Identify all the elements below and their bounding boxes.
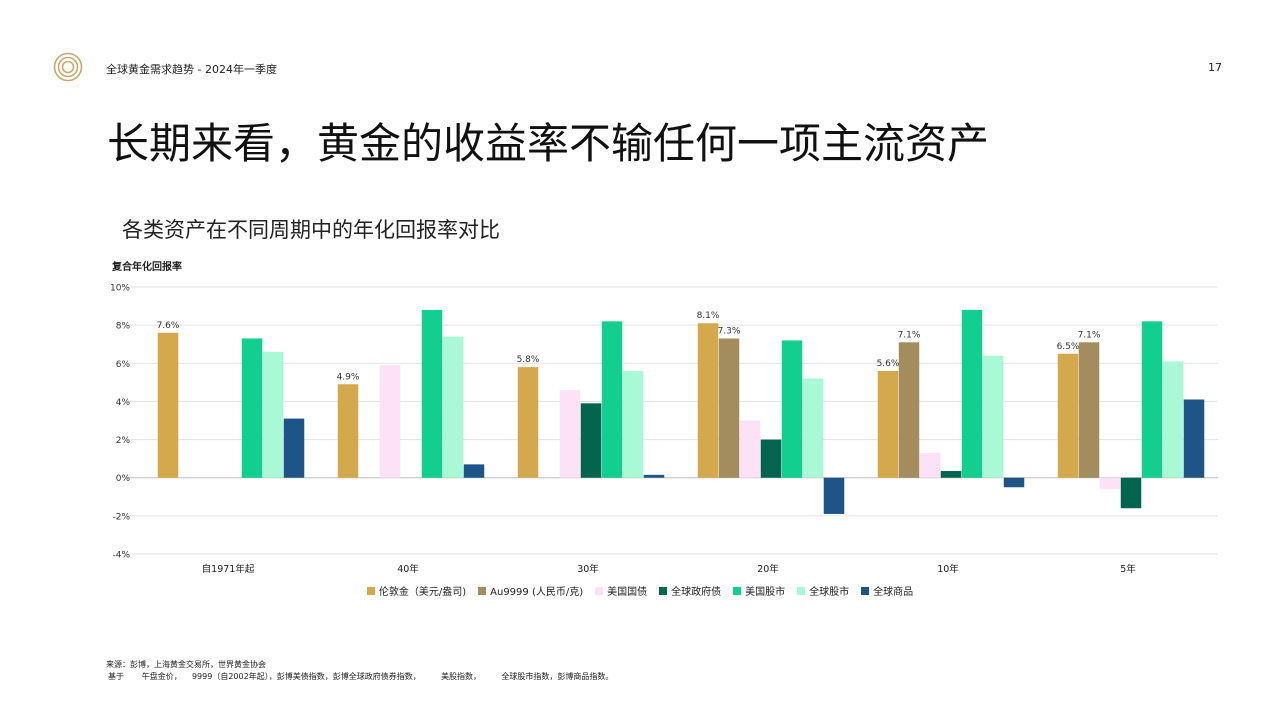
world-gold-council-logo-icon bbox=[53, 52, 83, 82]
bar bbox=[919, 452, 941, 478]
data-label: 5.8% bbox=[517, 355, 540, 365]
bar bbox=[781, 340, 803, 478]
bar bbox=[697, 323, 719, 478]
bar bbox=[157, 332, 179, 478]
bar bbox=[1078, 342, 1100, 478]
legend-label: 全球政府债 bbox=[671, 587, 722, 598]
source-footnote: 来源：彭博，上海黄金交易所，世界黄金协会 基于 午盘金价， 9999（自2002… bbox=[106, 659, 613, 683]
data-label: 7.1% bbox=[898, 330, 921, 340]
bar bbox=[601, 321, 623, 478]
bar bbox=[877, 370, 899, 478]
legend-item: 美国股市 bbox=[733, 583, 785, 598]
legend-swatch bbox=[595, 586, 604, 595]
legend-label: 美国国债 bbox=[607, 587, 648, 598]
bar bbox=[802, 378, 824, 478]
bar bbox=[982, 355, 1004, 478]
legend-item: 全球商品 bbox=[861, 583, 913, 598]
chart-legend: 伦敦金（美元/盎司) Au9999 (人民币/克) 美国国债 全球政府债 美国股市 全球股… bbox=[0, 583, 1280, 598]
bar bbox=[940, 471, 962, 478]
legend-label: 美国股市 bbox=[745, 587, 786, 598]
bar bbox=[580, 403, 602, 478]
bar bbox=[463, 464, 485, 478]
y-tick-label: -4% bbox=[112, 551, 130, 561]
data-label: 7.6% bbox=[157, 321, 180, 331]
bar-chart: 复合年化回报率 -4% -2% 0% 2% 4% 6% 8% 10% 7.6% 自1971年起 4.9… bbox=[110, 260, 1218, 575]
legend-swatch bbox=[366, 586, 375, 595]
legend-item: 全球股市 bbox=[797, 583, 849, 598]
x-tick-label: 10年 bbox=[937, 563, 959, 575]
legend-swatch bbox=[659, 586, 668, 595]
bar bbox=[898, 342, 920, 478]
bar bbox=[337, 384, 359, 478]
bar bbox=[1162, 361, 1184, 478]
y-tick-label: 0% bbox=[116, 474, 131, 484]
data-label: 5.6% bbox=[877, 359, 900, 369]
bar bbox=[760, 439, 782, 478]
footnote-basis-line: 基于 午盘金价， 9999（自2002年起），彭博美债指数，彭博全球政府债券指数… bbox=[108, 672, 614, 681]
bar bbox=[241, 338, 263, 478]
data-label: 7.3% bbox=[718, 326, 741, 336]
y-tick-label: 8% bbox=[116, 322, 131, 332]
legend-item: 美国国债 bbox=[595, 583, 647, 598]
bar bbox=[1003, 477, 1025, 488]
bar bbox=[718, 338, 740, 478]
data-label: 8.1% bbox=[697, 311, 720, 321]
footnote-source-line: 来源：彭博，上海黄金交易所，世界黄金协会 bbox=[106, 660, 266, 669]
data-label: 7.1% bbox=[1078, 330, 1101, 340]
legend-item: 伦敦金（美元/盎司) bbox=[366, 583, 467, 598]
legend-swatch bbox=[733, 586, 742, 595]
legend-label: 伦敦金（美元/盎司) bbox=[378, 587, 467, 598]
bar bbox=[1183, 399, 1205, 478]
x-tick-label: 5年 bbox=[1120, 563, 1136, 575]
bar bbox=[379, 365, 401, 478]
bar bbox=[559, 389, 581, 478]
bar bbox=[262, 351, 284, 478]
bar bbox=[961, 309, 983, 478]
legend-item: Au9999 (人民币/克) bbox=[478, 583, 583, 598]
legend-swatch bbox=[861, 586, 870, 595]
bar bbox=[283, 418, 305, 478]
bar bbox=[421, 309, 443, 478]
data-label: 6.5% bbox=[1057, 342, 1080, 352]
x-tick-label: 40年 bbox=[397, 563, 419, 575]
bar bbox=[1120, 477, 1142, 509]
x-tick-label: 20年 bbox=[757, 563, 779, 575]
legend-item: 全球政府债 bbox=[659, 583, 721, 598]
bar bbox=[1141, 321, 1163, 478]
legend-label: 全球商品 bbox=[873, 587, 914, 598]
y-tick-label: 10% bbox=[110, 284, 130, 294]
bar bbox=[622, 370, 644, 478]
y-tick-label: -2% bbox=[112, 512, 130, 522]
legend-swatch bbox=[478, 586, 487, 595]
bar bbox=[739, 420, 761, 478]
y-tick-label: 6% bbox=[116, 360, 131, 370]
data-label: 4.9% bbox=[337, 372, 360, 382]
report-title: 全球黄金需求趋势 - 2024年一季度 bbox=[106, 63, 277, 76]
legend-swatch bbox=[797, 586, 806, 595]
x-tick-label: 30年 bbox=[577, 563, 599, 575]
y-axis-label: 复合年化回报率 bbox=[111, 260, 182, 273]
bar bbox=[442, 336, 464, 478]
bar bbox=[823, 477, 845, 514]
legend-label: 全球股市 bbox=[809, 587, 850, 598]
bar bbox=[643, 474, 665, 478]
bar bbox=[517, 367, 539, 478]
y-tick-label: 2% bbox=[116, 436, 131, 446]
bar bbox=[1057, 353, 1079, 478]
legend-label: Au9999 (人民币/克) bbox=[490, 587, 584, 598]
bar bbox=[1099, 477, 1121, 490]
slide-title: 长期来看，黄金的收益率不输任何一项主流资产 bbox=[107, 119, 990, 168]
y-tick-label: 4% bbox=[116, 398, 131, 408]
page-number: 17 bbox=[1208, 61, 1222, 74]
chart-title: 各类资产在不同周期中的年化回报率对比 bbox=[122, 218, 500, 242]
x-tick-label: 自1971年起 bbox=[202, 563, 255, 575]
